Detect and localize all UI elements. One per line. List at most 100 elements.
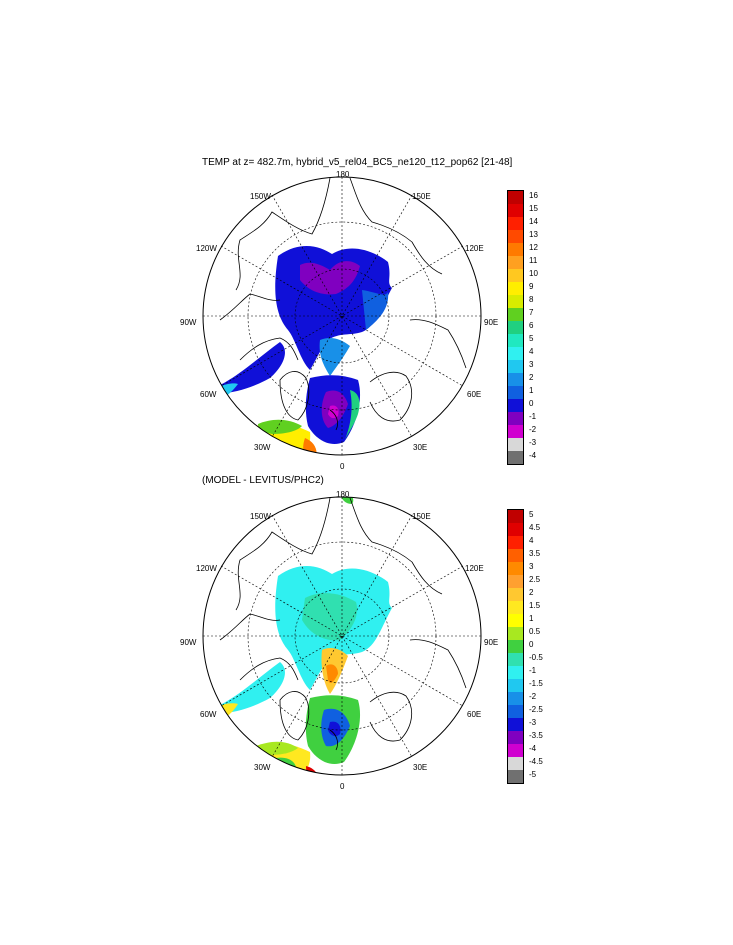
colorbar-swatch xyxy=(508,770,523,783)
lon-label-60w: 60W xyxy=(200,710,217,719)
colorbar-label: -3 xyxy=(529,438,537,447)
colorbar-label: 6 xyxy=(529,321,534,330)
colorbar-swatch xyxy=(508,536,523,549)
lon-label-120w: 120W xyxy=(196,564,217,573)
lon-label-0: 0 xyxy=(340,462,345,471)
lon-label-150e: 150E xyxy=(412,192,431,201)
colorbar-swatch xyxy=(508,451,523,464)
colorbar-label: 2 xyxy=(529,588,534,597)
lon-label-30e: 30E xyxy=(413,443,427,452)
colorbar-label: 8 xyxy=(529,295,534,304)
lon-label-150e: 150E xyxy=(412,512,431,521)
colorbar-swatch xyxy=(508,640,523,653)
colorbar-swatch xyxy=(508,627,523,640)
colorbar-swatch xyxy=(508,679,523,692)
lon-label-30e: 30E xyxy=(413,763,427,772)
colorbar-label: -2 xyxy=(529,425,537,434)
colorbar-swatch xyxy=(508,347,523,360)
graticule xyxy=(203,497,481,775)
colorbar-label: -5 xyxy=(529,770,537,779)
colorbar-swatch xyxy=(508,386,523,399)
colorbar-label: -2 xyxy=(529,692,537,701)
colorbar-label: 1.5 xyxy=(529,601,541,610)
colorbar-swatch xyxy=(508,666,523,679)
colorbar-label: 11 xyxy=(529,256,538,265)
lon-label-180: 180 xyxy=(336,170,350,179)
graticule xyxy=(203,177,481,455)
colorbar-label: 5 xyxy=(529,510,534,519)
colorbar-swatch xyxy=(508,321,523,334)
colorbar-label: 0 xyxy=(529,399,534,408)
lon-label-60w: 60W xyxy=(200,390,217,399)
colorbar-label: 1 xyxy=(529,386,534,395)
colorbar-label: -0.5 xyxy=(529,653,543,662)
colorbar-label: 3 xyxy=(529,562,534,571)
colorbar-swatch xyxy=(508,757,523,770)
colorbar-swatch xyxy=(508,718,523,731)
colorbar-label: 2.5 xyxy=(529,575,541,584)
colorbar-label: 9 xyxy=(529,282,534,291)
lon-label-120e: 120E xyxy=(465,244,484,253)
colorbar-swatch xyxy=(508,412,523,425)
colorbar-swatch xyxy=(508,562,523,575)
colorbar-swatch xyxy=(508,653,523,666)
colorbar-swatch xyxy=(508,744,523,757)
colorbar-swatch xyxy=(508,217,523,230)
colorbar-label: 1 xyxy=(529,614,534,623)
lon-label-90w: 90W xyxy=(180,638,197,647)
colorbar-swatch xyxy=(508,438,523,451)
colorbar-swatch xyxy=(508,334,523,347)
polar-map-difference: 180 150W 150E 120W 120E 90W 90E 60W 60E … xyxy=(180,490,498,791)
colorbar-label: -4 xyxy=(529,451,537,460)
colorbar-swatch xyxy=(508,692,523,705)
lon-label-60e: 60E xyxy=(467,710,481,719)
colorbar-swatch xyxy=(508,614,523,627)
colorbar-label: 12 xyxy=(529,243,538,252)
colorbar-label: -2.5 xyxy=(529,705,543,714)
lon-label-60e: 60E xyxy=(467,390,481,399)
map-boundary xyxy=(202,176,482,456)
colorbar-swatch xyxy=(508,295,523,308)
plot-title-difference: (MODEL - LEVITUS/PHC2) xyxy=(202,475,324,486)
colorbar-swatch xyxy=(508,510,523,523)
map-boundary xyxy=(202,496,482,776)
colorbar-label: 3 xyxy=(529,360,534,369)
colorbar-swatch xyxy=(508,256,523,269)
colorbar-label: 10 xyxy=(529,269,538,278)
colorbar-label: 0 xyxy=(529,640,534,649)
plot-title-temperature: TEMP at z= 482.7m, hybrid_v5_rel04_BC5_n… xyxy=(202,157,513,168)
colorbar-swatch xyxy=(508,575,523,588)
colorbar-label: 4.5 xyxy=(529,523,541,532)
lon-label-120w: 120W xyxy=(196,244,217,253)
colorbar-label: -3 xyxy=(529,718,537,727)
colorbar-swatches xyxy=(507,509,524,784)
colorbar-label: 4 xyxy=(529,536,534,545)
colorbar-label: 16 xyxy=(529,191,538,200)
colorbar-label: 0.5 xyxy=(529,627,541,636)
lon-label-180: 180 xyxy=(336,490,350,499)
lon-label-90e: 90E xyxy=(484,318,498,327)
lon-label-120e: 120E xyxy=(465,564,484,573)
lon-label-0: 0 xyxy=(340,782,345,791)
colorbar-label: 4 xyxy=(529,347,534,356)
colorbar-swatch xyxy=(508,399,523,412)
colorbar-swatch xyxy=(508,230,523,243)
lon-label-150w: 150W xyxy=(250,512,271,521)
colorbar-label: -1 xyxy=(529,412,537,421)
colorbar-swatch xyxy=(508,523,523,536)
colorbar-label: 5 xyxy=(529,334,534,343)
colorbar-swatch xyxy=(508,705,523,718)
colorbar-swatch xyxy=(508,282,523,295)
colorbar-swatch xyxy=(508,588,523,601)
colorbar-label: -3.5 xyxy=(529,731,543,740)
colorbar-swatch xyxy=(508,243,523,256)
colorbar-swatch xyxy=(508,425,523,438)
colorbar-swatch xyxy=(508,601,523,614)
colorbar-swatch xyxy=(508,269,523,282)
colorbar-swatch xyxy=(508,731,523,744)
colorbar-label: -1 xyxy=(529,666,537,675)
colorbar-swatch xyxy=(508,360,523,373)
colorbar-label: 3.5 xyxy=(529,549,541,558)
lon-label-90e: 90E xyxy=(484,638,498,647)
colorbar-label: -1.5 xyxy=(529,679,543,688)
